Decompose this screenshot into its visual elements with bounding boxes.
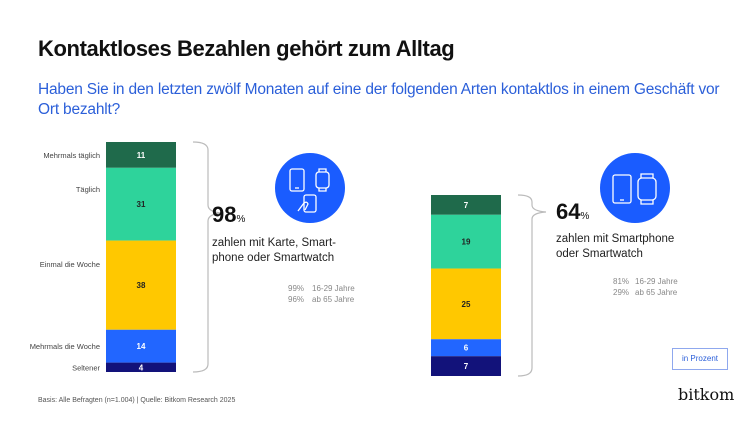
- age-value: 29%: [613, 288, 630, 297]
- bar-segment: [106, 142, 176, 168]
- age-group: ab 65 Jahre: [635, 288, 678, 297]
- data-label: 11: [137, 151, 146, 160]
- data-label: 38: [137, 281, 146, 290]
- label-line: phone oder Smartwatch: [212, 252, 335, 264]
- category-label: Mehrmals täglich: [43, 151, 100, 160]
- bracket-left: [192, 141, 223, 373]
- card-phone-watch-icon: [275, 153, 345, 223]
- unit-badge: in Prozent: [672, 348, 728, 370]
- category-label: Seltener: [72, 363, 100, 372]
- label-line: oder Smartwatch: [556, 248, 643, 260]
- category-label: Täglich: [76, 185, 100, 194]
- phone-watch-icon: [600, 153, 670, 223]
- bar-segment: [431, 214, 501, 269]
- age-group: ab 65 Jahre: [312, 295, 355, 304]
- age-group: 16-29 Jahre: [635, 277, 678, 286]
- age-breakdown-left: 99% 16-29 Jahre 96% ab 65 Jahre: [288, 283, 355, 305]
- total-value: 64: [556, 199, 581, 224]
- total-label-left: zahlen mit Karte, Smart- phone oder Smar…: [212, 236, 336, 266]
- bar-segment: [106, 329, 176, 363]
- label-line: zahlen mit Smartphone: [556, 233, 675, 245]
- age-value: 96%: [288, 295, 305, 304]
- age-value: 99%: [288, 284, 305, 293]
- bar-segment: [431, 356, 501, 376]
- age-value: 81%: [613, 277, 630, 286]
- total-value: 98: [212, 202, 237, 227]
- bar-segment: [431, 268, 501, 340]
- age-breakdown-right: 81% 16-29 Jahre 29% ab 65 Jahre: [613, 276, 678, 298]
- total-left: 98%: [212, 202, 245, 228]
- data-label: 19: [462, 238, 471, 247]
- bar-segment: [106, 362, 176, 372]
- bar-segment: [431, 195, 501, 215]
- total-label-right: zahlen mit Smartphone oder Smartwatch: [556, 232, 674, 262]
- data-label: 25: [462, 300, 471, 309]
- question-subtitle: Haben Sie in den letzten zwölf Monaten a…: [38, 81, 720, 118]
- total-suffix: %: [580, 211, 590, 222]
- bar-segment: [431, 339, 501, 357]
- category-label: Mehrmals die Woche: [30, 342, 100, 351]
- data-label: 7: [464, 362, 469, 371]
- category-label: Einmal die Woche: [40, 260, 100, 269]
- data-label: 7: [464, 201, 469, 210]
- total-suffix: %: [236, 214, 246, 225]
- data-label: 14: [137, 342, 146, 351]
- data-label: 6: [464, 344, 469, 353]
- bar-segment: [106, 167, 176, 241]
- age-group: 16-29 Jahre: [312, 284, 355, 293]
- data-label: 4: [139, 363, 144, 372]
- page-title: Kontaktloses Bezahlen gehört zum Alltag: [38, 36, 455, 61]
- source-note: Basis: Alle Befragten (n=1.004) | Quelle…: [38, 397, 236, 404]
- total-right: 64%: [556, 199, 589, 225]
- bar-segment: [106, 240, 176, 330]
- data-label: 31: [137, 200, 146, 209]
- label-line: zahlen mit Karte, Smart-: [212, 237, 336, 249]
- bracket-right: [517, 194, 547, 377]
- bitkom-logo: bitkom: [678, 385, 735, 404]
